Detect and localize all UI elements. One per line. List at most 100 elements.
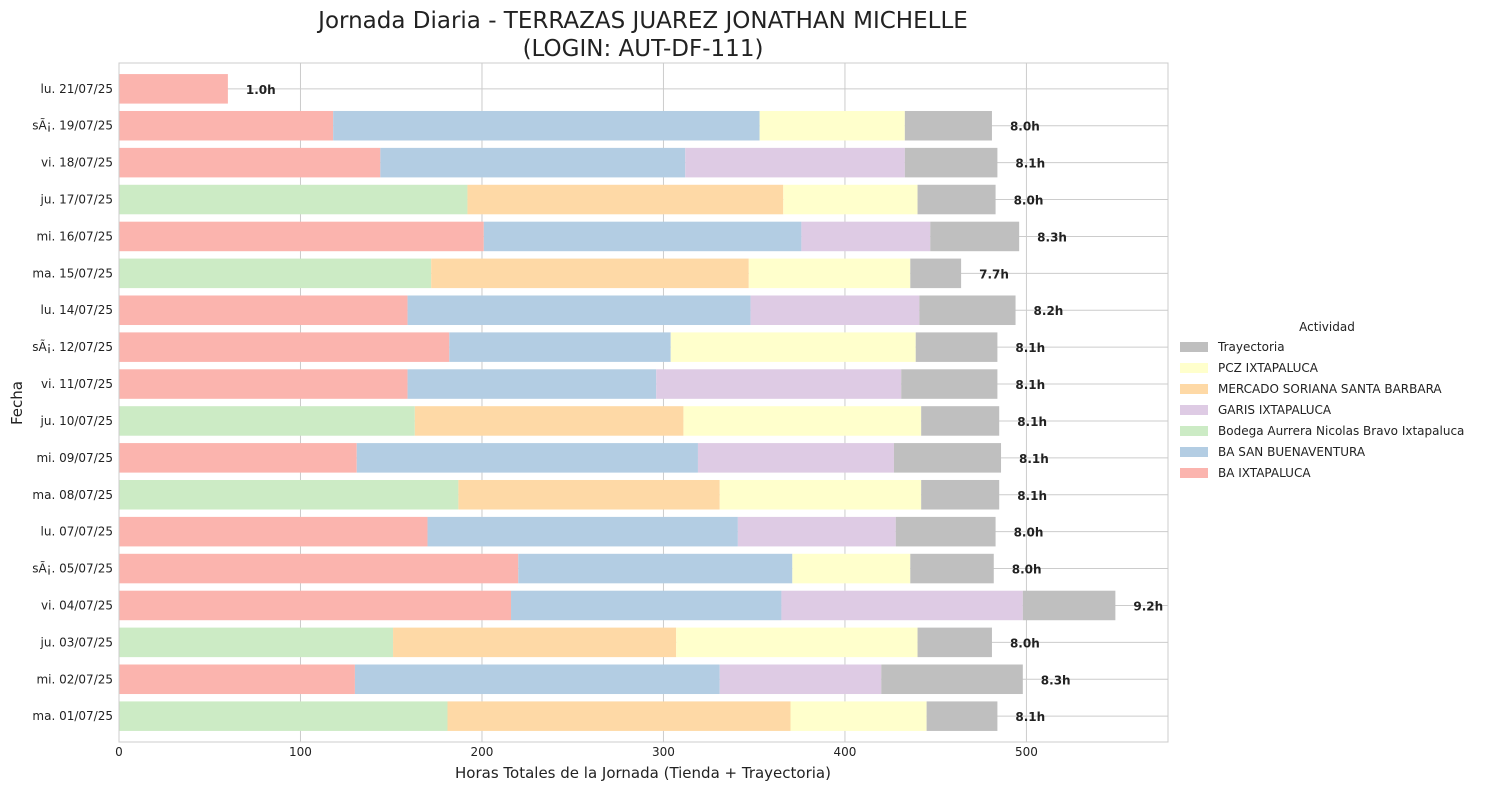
total-labels: 8.1h 8.3h 8.0h 9.2h 8.0h 8.0h 8.1h 8.1h 8.1h 8.1h… (246, 83, 1163, 724)
bar-segment (670, 332, 916, 362)
bar-segment (921, 406, 1000, 436)
bar-segment (333, 110, 760, 141)
bar-segment (1022, 590, 1116, 621)
bar-segment (356, 443, 698, 473)
bar-segment (119, 74, 228, 104)
y-tick-label: sÃ¡. 12/07/25 (32, 339, 113, 354)
bar-segment (915, 332, 998, 362)
bar-segment (119, 221, 484, 252)
bar-segment (748, 258, 911, 289)
legend-label: Bodega Aurrera Nicolas Bravo Ixtapaluca (1218, 424, 1464, 438)
y-tick-label: vi. 11/07/25 (41, 377, 113, 391)
legend: Actividad Trayectoria PCZ IXTAPALUCA MERCA… (1180, 320, 1464, 480)
y-tick-label: vi. 04/07/25 (41, 598, 113, 612)
legend-label: GARIS IXTAPALUCA (1218, 403, 1332, 417)
bar-segment (511, 590, 782, 621)
bar-segment (759, 110, 905, 141)
total-label: 8.3h (1037, 230, 1067, 244)
bar-segment (917, 627, 992, 658)
chart-title: Jornada Diaria - TERRAZAS JUAREZ JONATHA… (316, 8, 968, 34)
bar-segment (801, 221, 931, 252)
x-tick-label: 200 (471, 745, 494, 759)
bar-segment (458, 479, 720, 510)
total-label: 8.0h (1014, 526, 1044, 540)
y-tick-label: ma. 08/07/25 (32, 488, 113, 502)
bar-segment (904, 147, 998, 178)
chart-subtitle: (LOGIN: AUT-DF-111) (523, 36, 764, 62)
total-label: 1.0h (246, 83, 276, 97)
bar-segment (781, 590, 1023, 621)
plot-frame (118, 62, 1169, 743)
bar-segment (917, 184, 996, 215)
bar-segment (119, 406, 415, 436)
bar-segment (926, 701, 998, 731)
total-label: 9.2h (1133, 599, 1163, 613)
bar-segment (447, 701, 791, 731)
legend-label: Trayectoria (1217, 340, 1285, 354)
x-tick-label: 0 (115, 745, 123, 759)
bar-segment (380, 147, 686, 178)
bar-segment (393, 627, 677, 658)
legend-label: BA SAN BUENAVENTURA (1218, 445, 1366, 459)
legend-swatch (1180, 447, 1208, 457)
legend-label: MERCADO SORIANA SANTA BARBARA (1218, 382, 1442, 396)
y-tick-label: lu. 07/07/25 (41, 525, 113, 539)
bar-segment (910, 553, 994, 584)
y-tick-label: ma. 01/07/25 (32, 709, 113, 723)
total-label: 8.1h (1017, 489, 1047, 503)
bar-segment (904, 110, 992, 141)
total-label: 8.2h (1034, 304, 1064, 318)
bar-segment (881, 664, 1023, 695)
legend-swatch (1180, 426, 1208, 436)
y-axis-ticks: ma. 01/07/25 mi. 02/07/25 ju. 03/07/25 vi. … (32, 82, 113, 723)
total-label: 8.0h (1014, 194, 1044, 208)
y-tick-label: mi. 09/07/25 (36, 451, 113, 465)
y-tick-label: sÃ¡. 19/07/25 (32, 118, 113, 133)
bar-segment (467, 184, 784, 215)
bar-segment (427, 516, 738, 547)
bar-segment (119, 701, 448, 731)
bar-segment (676, 627, 918, 658)
bar-segment (119, 258, 432, 289)
bar-segment (119, 553, 519, 584)
legend-label: BA IXTAPALUCA (1218, 466, 1311, 480)
total-label: 8.1h (1019, 452, 1049, 466)
y-tick-label: lu. 21/07/25 (41, 82, 113, 96)
bar-segment (792, 553, 911, 584)
bar-segment (119, 184, 468, 215)
bar-segment (414, 406, 684, 436)
bar-segment (119, 369, 408, 399)
bar-segment (685, 147, 905, 178)
y-tick-label: mi. 16/07/25 (36, 229, 113, 243)
bar-segment (737, 516, 896, 547)
total-label: 8.0h (1012, 563, 1042, 577)
bar-segment (719, 664, 882, 695)
bar-segment (119, 664, 355, 695)
bar-segment (431, 258, 749, 289)
legend-swatch (1180, 384, 1208, 394)
bar-segment (656, 369, 902, 399)
bar-segment (921, 479, 1000, 510)
bar-segment (119, 479, 459, 510)
bar-segment (354, 664, 720, 695)
total-label: 7.7h (979, 267, 1009, 281)
y-axis-label: Fecha (8, 381, 26, 425)
y-tick-label: sÃ¡. 05/07/25 (32, 561, 113, 576)
bar-segment (407, 295, 751, 326)
bar-segment (119, 627, 394, 658)
y-tick-label: lu. 14/07/25 (41, 303, 113, 317)
total-label: 8.1h (1017, 415, 1047, 429)
x-axis-ticks: 0 100 200 300 400 500 (115, 745, 1038, 759)
bar-segment (790, 701, 927, 731)
y-tick-label: vi. 18/07/25 (41, 156, 113, 170)
legend-items: Trayectoria PCZ IXTAPALUCA MERCADO SORIANA… (1180, 340, 1464, 480)
bar-segment (901, 369, 998, 399)
y-tick-label: ju. 17/07/25 (40, 193, 113, 207)
bar-segment (407, 369, 657, 399)
bar-segment (719, 479, 922, 510)
bar-segment (783, 184, 918, 215)
bar-segment (119, 516, 428, 547)
bar-segment (930, 221, 1020, 252)
